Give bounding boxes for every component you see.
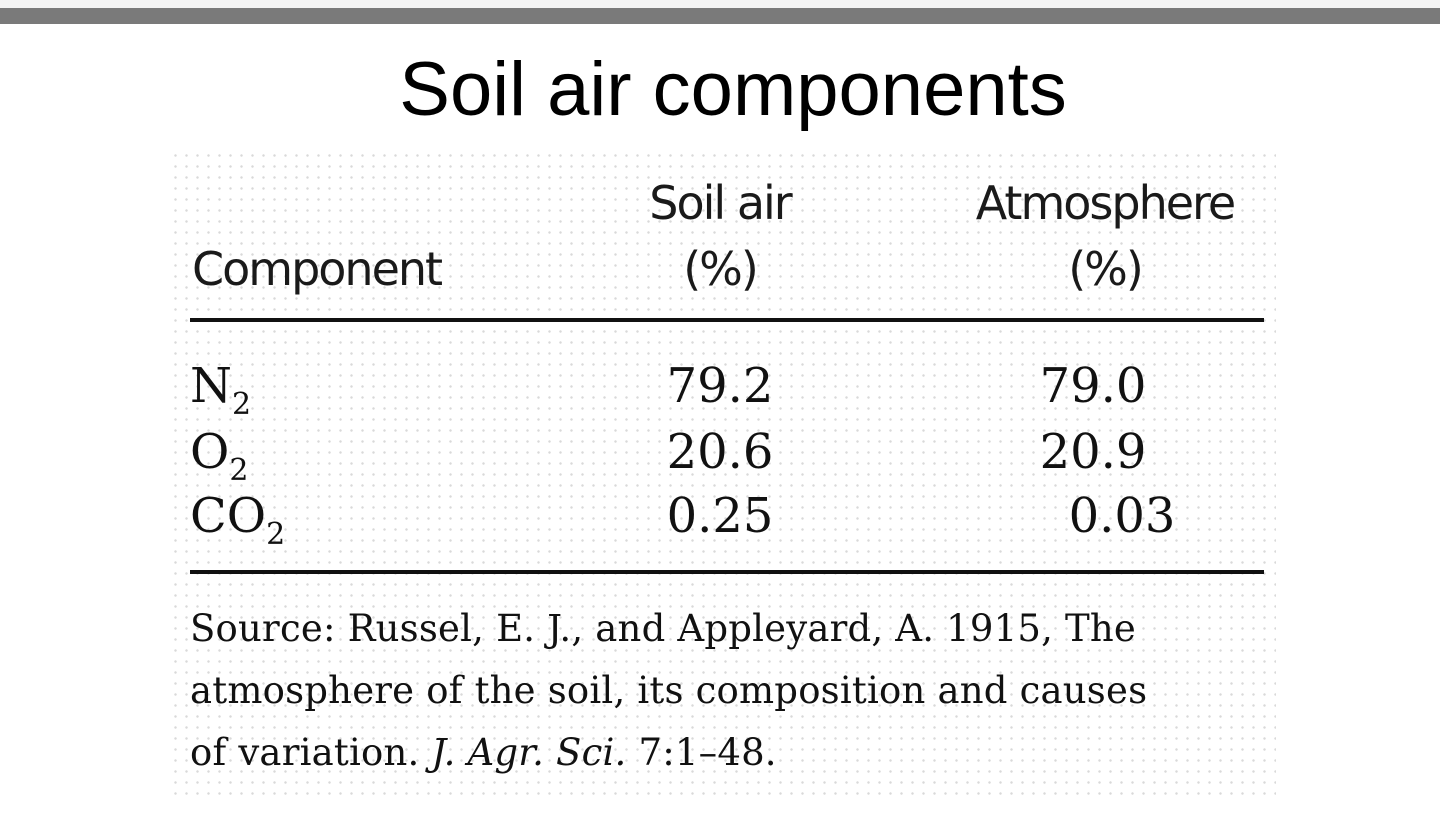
table-background [170, 150, 1276, 800]
header-atmosphere-line1: Atmosphere [975, 176, 1236, 230]
source-citation: Source: Russel, E. J., and Appleyard, A.… [190, 598, 1280, 784]
formula-subscript: 2 [266, 517, 286, 552]
component-formula: O [190, 424, 230, 480]
header-soil-air: Soil air (%) [600, 170, 840, 302]
table-row-component: O2 [190, 420, 248, 486]
journal-name: J. Agr. Sci. [431, 731, 627, 774]
table-row-component: CO2 [190, 484, 285, 550]
table-cell-atmosphere: 20.9 [1039, 424, 1147, 480]
source-line-3: of variation. J. Agr. Sci. 7:1–48. [190, 722, 1280, 784]
source-line-3-prefix: of variation. [190, 731, 432, 774]
header-soil-air-line2: (%) [683, 242, 759, 296]
header-atmosphere-line2: (%) [1068, 242, 1144, 296]
window-top-bar [0, 0, 1440, 24]
table-cell-soil-air: 79.2 [666, 358, 774, 414]
header-soil-air-line1: Soil air [649, 176, 792, 230]
formula-subscript: 2 [229, 453, 249, 488]
bottom-rule [190, 570, 1264, 574]
table-cell-atmosphere: 0.03 [1068, 488, 1176, 544]
source-line-2: atmosphere of the soil, its composition … [190, 669, 1148, 712]
source-line-3-suffix: 7:1–48. [626, 731, 777, 774]
header-component: Component [192, 242, 443, 296]
component-formula: CO [190, 488, 267, 544]
table-cell-soil-air: 20.6 [666, 424, 774, 480]
header-rule [190, 318, 1264, 322]
component-formula: N [190, 358, 232, 414]
table-row-component: N2 [190, 354, 251, 420]
formula-subscript: 2 [232, 387, 252, 422]
table-cell-soil-air: 0.25 [666, 488, 774, 544]
table-cell-atmosphere: 79.0 [1039, 358, 1147, 414]
slide-title: Soil air components [399, 47, 1067, 132]
source-line-1: Source: Russel, E. J., and Appleyard, A.… [190, 607, 1137, 650]
header-atmosphere: Atmosphere (%) [945, 170, 1265, 302]
